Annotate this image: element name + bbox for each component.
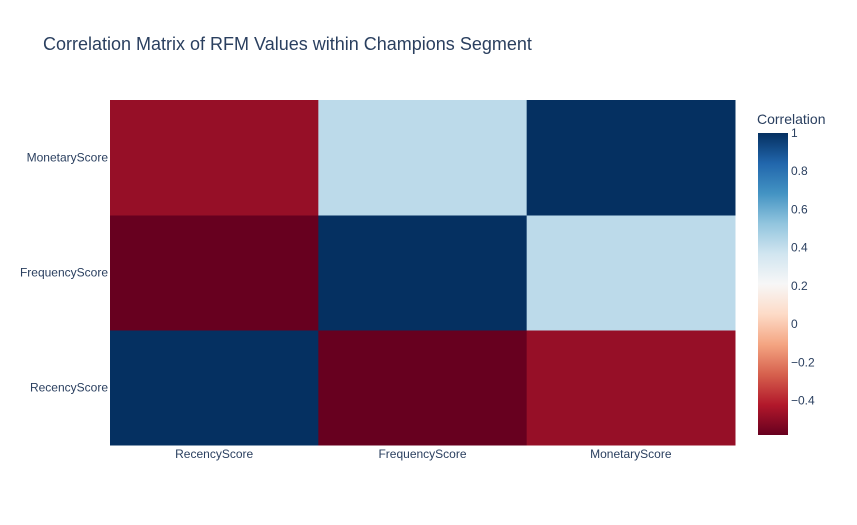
colorbar-tick-label: −0.4 (791, 394, 815, 408)
heatmap-cell-RecencyScore-MonetaryScore (526, 330, 736, 446)
colorbar-tick-label: −0.2 (791, 355, 815, 369)
colorbar-gradient (758, 133, 788, 435)
x-tick-label: FrequencyScore (378, 447, 466, 461)
heatmap-cell-FrequencyScore-FrequencyScore (318, 215, 528, 331)
colorbar-tick-label: 1 (791, 126, 798, 140)
heatmap-cell-RecencyScore-RecencyScore (110, 330, 319, 446)
colorbar: Correlation −0.4 −0.2 0 0.2 0.4 0.6 0.8 1 (757, 111, 825, 435)
colorbar-tick-label: 0.4 (791, 241, 808, 255)
heatmap-cell-FrequencyScore-RecencyScore (110, 215, 319, 331)
chart-title: Correlation Matrix of RFM Values within … (43, 34, 532, 54)
heatmap-cell-MonetaryScore-MonetaryScore (526, 100, 736, 216)
heatmap-cell-MonetaryScore-RecencyScore (110, 100, 319, 216)
colorbar-tick-label: 0.2 (791, 279, 808, 293)
colorbar-title: Correlation (757, 111, 825, 127)
colorbar-tick-label: 0.8 (791, 164, 808, 178)
y-axis-tick-labels: RecencyScore FrequencyScore MonetaryScore (20, 151, 108, 395)
y-tick-label: RecencyScore (30, 381, 108, 395)
colorbar-tick-label: 0.6 (791, 202, 808, 216)
heatmap-cell-MonetaryScore-FrequencyScore (318, 100, 528, 216)
heatmap-cells (110, 100, 736, 446)
x-tick-label: MonetaryScore (590, 447, 672, 461)
colorbar-ticks: −0.4 −0.2 0 0.2 0.4 0.6 0.8 1 (791, 126, 815, 408)
x-tick-label: RecencyScore (175, 447, 253, 461)
heatmap-cell-RecencyScore-FrequencyScore (318, 330, 528, 446)
heatmap-cell-FrequencyScore-MonetaryScore (526, 215, 736, 331)
x-axis-tick-labels: RecencyScore FrequencyScore MonetaryScore (175, 447, 672, 461)
y-tick-label: FrequencyScore (20, 266, 108, 280)
colorbar-tick-label: 0 (791, 317, 798, 331)
y-tick-label: MonetaryScore (27, 151, 109, 165)
